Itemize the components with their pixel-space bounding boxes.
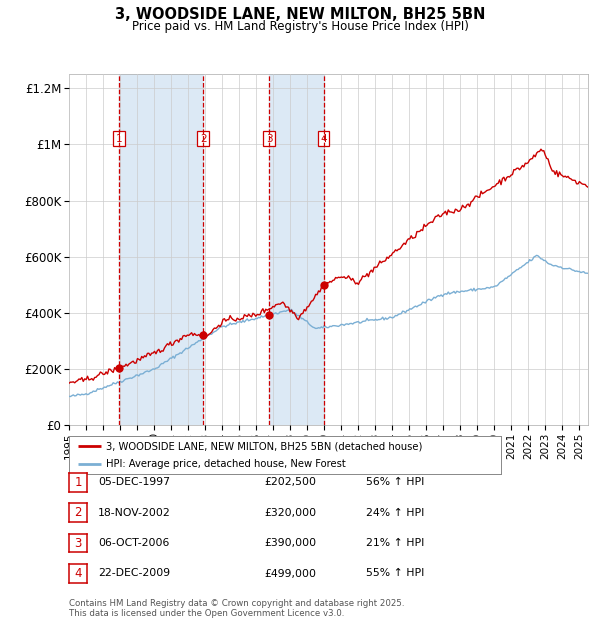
Text: 55% ↑ HPI: 55% ↑ HPI bbox=[366, 569, 424, 578]
Bar bbox=[119, 74, 203, 425]
Text: 2: 2 bbox=[74, 507, 82, 519]
Text: £390,000: £390,000 bbox=[264, 538, 316, 548]
Text: 18-NOV-2002: 18-NOV-2002 bbox=[98, 508, 170, 518]
Text: 3: 3 bbox=[74, 537, 82, 549]
Text: HPI: Average price, detached house, New Forest: HPI: Average price, detached house, New … bbox=[106, 459, 346, 469]
Text: 4: 4 bbox=[320, 134, 327, 144]
Text: £202,500: £202,500 bbox=[264, 477, 316, 487]
Text: 22-DEC-2009: 22-DEC-2009 bbox=[98, 569, 170, 578]
Text: 2: 2 bbox=[200, 134, 206, 144]
Text: Price paid vs. HM Land Registry's House Price Index (HPI): Price paid vs. HM Land Registry's House … bbox=[131, 20, 469, 33]
Text: 05-DEC-1997: 05-DEC-1997 bbox=[98, 477, 170, 487]
Text: 06-OCT-2006: 06-OCT-2006 bbox=[98, 538, 169, 548]
Text: 1: 1 bbox=[74, 476, 82, 489]
Text: 24% ↑ HPI: 24% ↑ HPI bbox=[366, 508, 424, 518]
Text: £499,000: £499,000 bbox=[264, 569, 316, 578]
Text: 3, WOODSIDE LANE, NEW MILTON, BH25 5BN (detached house): 3, WOODSIDE LANE, NEW MILTON, BH25 5BN (… bbox=[106, 441, 422, 451]
Text: 3, WOODSIDE LANE, NEW MILTON, BH25 5BN: 3, WOODSIDE LANE, NEW MILTON, BH25 5BN bbox=[115, 7, 485, 22]
Text: 1: 1 bbox=[115, 134, 122, 144]
Text: £320,000: £320,000 bbox=[264, 508, 316, 518]
Text: Contains HM Land Registry data © Crown copyright and database right 2025.
This d: Contains HM Land Registry data © Crown c… bbox=[69, 599, 404, 618]
Text: 4: 4 bbox=[74, 567, 82, 580]
Text: 56% ↑ HPI: 56% ↑ HPI bbox=[366, 477, 424, 487]
Text: 3: 3 bbox=[266, 134, 272, 144]
Text: 21% ↑ HPI: 21% ↑ HPI bbox=[366, 538, 424, 548]
Bar bbox=[269, 74, 323, 425]
